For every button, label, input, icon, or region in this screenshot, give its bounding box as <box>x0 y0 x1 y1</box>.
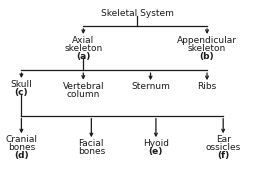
Text: (b): (b) <box>200 52 214 61</box>
Text: bones: bones <box>8 143 35 152</box>
Text: (d): (d) <box>14 151 29 160</box>
Text: (c): (c) <box>14 88 28 97</box>
Text: (f): (f) <box>217 151 229 160</box>
Text: skeleton: skeleton <box>188 44 226 53</box>
Text: Appendicular: Appendicular <box>177 36 237 45</box>
Text: ossicles: ossicles <box>206 143 241 152</box>
Text: Axial: Axial <box>72 36 94 45</box>
Text: column: column <box>67 90 100 99</box>
Text: Cranial: Cranial <box>5 135 37 144</box>
Text: bones: bones <box>78 147 105 156</box>
Text: Skeletal System: Skeletal System <box>101 9 174 18</box>
Text: Hyoid: Hyoid <box>143 139 169 148</box>
Text: skeleton: skeleton <box>64 44 102 53</box>
Text: (e): (e) <box>149 147 163 156</box>
Text: Vertebral: Vertebral <box>63 82 104 91</box>
Text: Ribs: Ribs <box>197 82 217 91</box>
Text: Sternum: Sternum <box>131 82 170 91</box>
Text: Skull: Skull <box>11 80 32 89</box>
Text: Ear: Ear <box>216 135 231 144</box>
Text: Facial: Facial <box>79 139 104 148</box>
Text: (a): (a) <box>76 52 90 61</box>
